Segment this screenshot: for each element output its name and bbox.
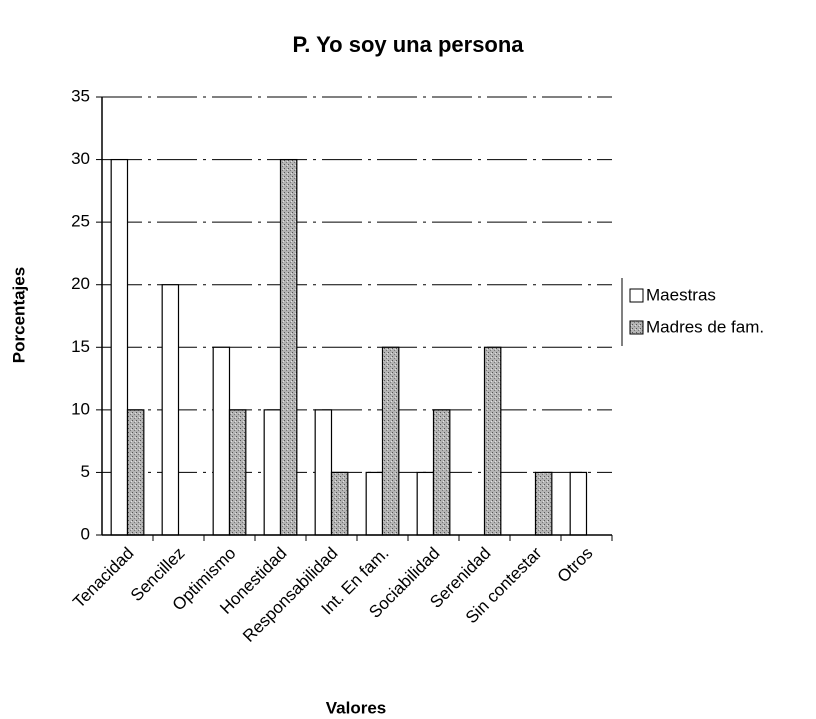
bar: [534, 471, 553, 536]
x-tick-label: Responsabilidad: [239, 544, 341, 646]
bar: [126, 409, 145, 536]
bar: [416, 471, 435, 536]
legend-label: Maestras: [646, 285, 716, 304]
bar: [263, 409, 282, 536]
bar: [314, 409, 333, 536]
bar: [279, 158, 298, 536]
bar: [110, 158, 129, 536]
bar: [212, 346, 231, 536]
x-tick-label: Tenacidad: [69, 544, 137, 612]
bar: [365, 471, 384, 536]
y-tick-label: 25: [71, 212, 90, 231]
bar: [483, 346, 502, 536]
y-tick-label: 30: [71, 149, 90, 168]
y-axis-title: Porcentajes: [9, 267, 28, 363]
y-tick-label: 15: [71, 337, 90, 356]
bar: [228, 409, 247, 536]
y-tick-label: 35: [71, 86, 90, 105]
legend-label: Madres de fam.: [646, 317, 764, 336]
bar: [432, 409, 451, 536]
bar: [330, 471, 349, 536]
chart-title: P. Yo soy una persona: [292, 32, 524, 57]
bar: [569, 471, 588, 536]
bar: [381, 346, 400, 536]
y-tick-label: 10: [71, 399, 90, 418]
legend-swatch: [629, 320, 644, 335]
legend-swatch: [629, 288, 644, 303]
y-tick-label: 5: [81, 462, 90, 481]
x-axis-title: Valores: [326, 698, 387, 717]
x-tick-label: Otros: [554, 544, 597, 587]
y-tick-label: 20: [71, 274, 90, 293]
bar: [161, 284, 180, 536]
y-tick-label: 0: [81, 524, 90, 543]
